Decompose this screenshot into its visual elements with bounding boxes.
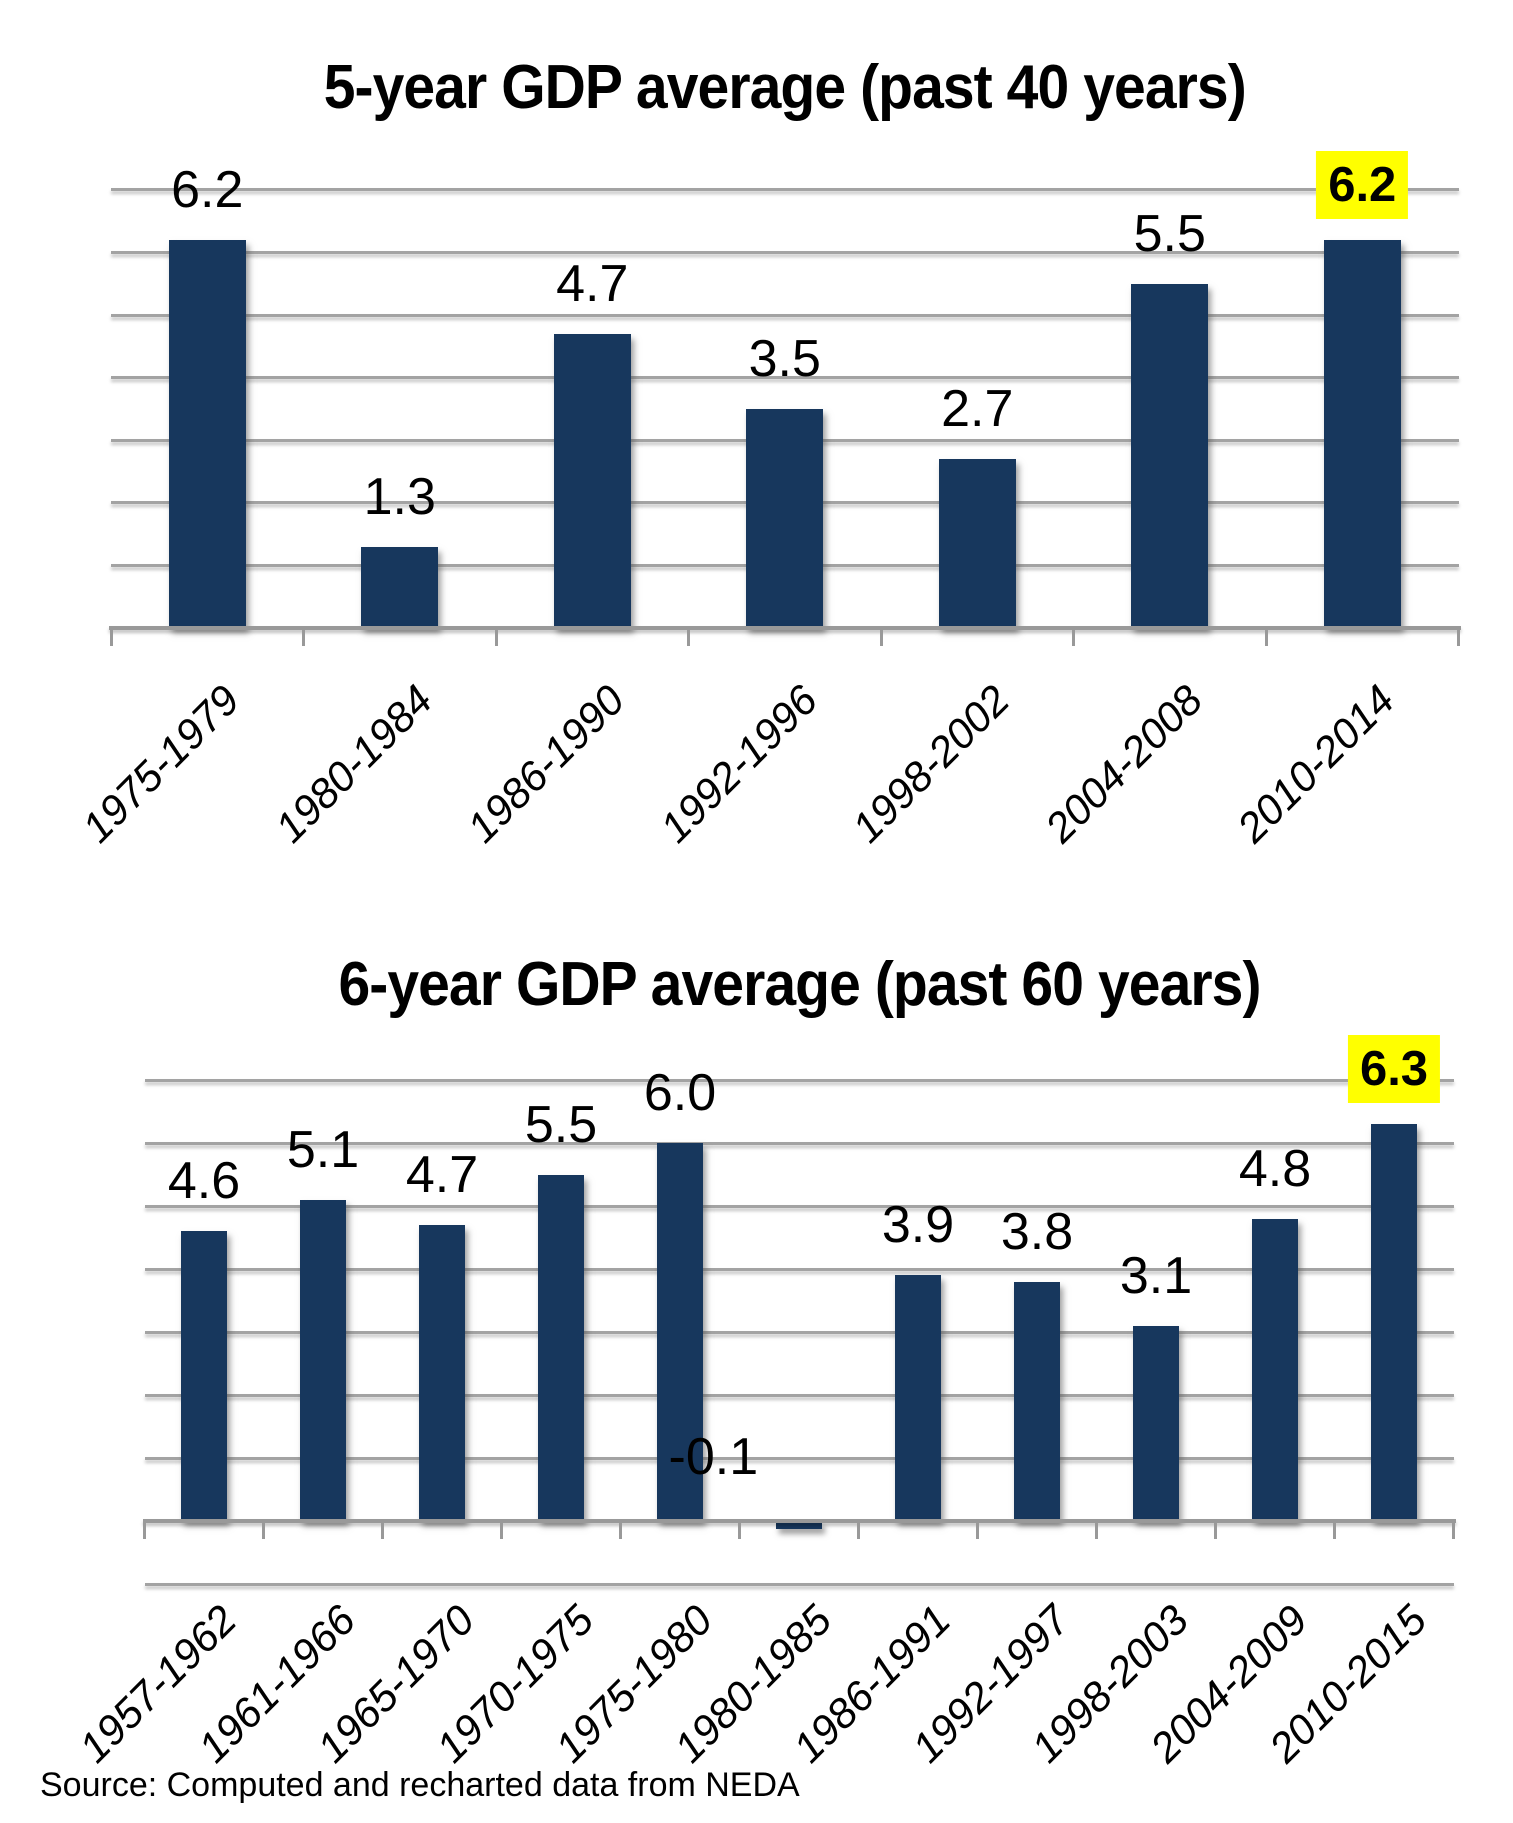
axis-tick bbox=[494, 629, 498, 646]
bar bbox=[1131, 283, 1209, 628]
bar bbox=[776, 1521, 822, 1529]
axis-tick bbox=[687, 629, 690, 646]
axis-tick bbox=[1072, 629, 1075, 646]
bar bbox=[361, 546, 439, 628]
bar bbox=[1133, 1325, 1179, 1521]
bar bbox=[553, 333, 631, 628]
chart2-title: 6-year GDP average (past 60 years) bbox=[337, 950, 1261, 1019]
axis-tick bbox=[976, 1522, 979, 1539]
x-axis-label: 2010-2014 bbox=[1228, 676, 1404, 852]
x-axis-label: 1975-1979 bbox=[73, 676, 249, 852]
bar bbox=[1252, 1218, 1298, 1521]
axis-tick bbox=[879, 629, 883, 646]
value-label: 5.5 bbox=[524, 1095, 598, 1154]
x-axis-label: 2004-2008 bbox=[1035, 676, 1211, 852]
bar bbox=[1014, 1281, 1060, 1521]
gridline bbox=[111, 250, 1459, 254]
axis-tick bbox=[1264, 629, 1268, 646]
gridline bbox=[111, 313, 1459, 317]
value-label: 4.6 bbox=[167, 1152, 241, 1211]
axis-line bbox=[142, 1519, 1456, 1523]
gridline bbox=[111, 188, 1459, 192]
axis-tick bbox=[738, 1522, 741, 1539]
axis-tick bbox=[500, 1522, 503, 1539]
bar bbox=[746, 408, 824, 628]
bar bbox=[938, 458, 1016, 628]
value-label-highlighted: 6.2 bbox=[1316, 150, 1409, 219]
gridline bbox=[111, 376, 1459, 380]
bar bbox=[300, 1199, 346, 1521]
value-label: 5.1 bbox=[286, 1120, 360, 1179]
chart1-title: 5-year GDP average (past 40 years) bbox=[323, 53, 1247, 122]
axis-tick bbox=[262, 1522, 265, 1539]
bar bbox=[657, 1143, 703, 1521]
gridline bbox=[144, 1582, 1454, 1586]
gridline bbox=[144, 1141, 1454, 1145]
bar bbox=[538, 1174, 584, 1521]
gridline bbox=[144, 1078, 1454, 1082]
axis-tick bbox=[1095, 1522, 1098, 1539]
value-label: 4.8 bbox=[1238, 1139, 1312, 1198]
bar bbox=[1323, 239, 1401, 628]
value-label: 6.0 bbox=[643, 1064, 717, 1122]
axis-tick bbox=[109, 629, 113, 646]
gridline bbox=[144, 1267, 1454, 1271]
value-label: 3.8 bbox=[1000, 1202, 1074, 1261]
value-label: 4.7 bbox=[556, 254, 629, 313]
gridline bbox=[144, 1204, 1454, 1208]
value-label: 3.5 bbox=[748, 329, 821, 388]
axis-tick bbox=[1214, 1522, 1217, 1539]
x-axis-label: 1992-1996 bbox=[650, 676, 826, 852]
axis-tick bbox=[1333, 1522, 1336, 1539]
axis-tick bbox=[302, 629, 305, 646]
bar bbox=[168, 239, 246, 628]
axis-tick bbox=[1457, 629, 1460, 646]
gridline bbox=[144, 1456, 1454, 1460]
source-note: Source: Computed and recharted data from… bbox=[40, 1766, 800, 1804]
bar bbox=[895, 1275, 941, 1521]
bar bbox=[1371, 1124, 1417, 1521]
value-label: 3.1 bbox=[1119, 1246, 1193, 1305]
axis-line bbox=[109, 626, 1461, 630]
value-label: -0.1 bbox=[668, 1428, 759, 1486]
value-label: 4.7 bbox=[405, 1145, 479, 1204]
bar bbox=[419, 1224, 465, 1521]
bar bbox=[181, 1231, 227, 1521]
value-label: 5.5 bbox=[1133, 204, 1206, 263]
axis-tick bbox=[857, 1522, 860, 1539]
x-axis-label: 1986-1990 bbox=[458, 676, 634, 852]
value-label: 3.9 bbox=[881, 1196, 955, 1255]
value-label-highlighted: 6.3 bbox=[1347, 1035, 1441, 1104]
gridline bbox=[144, 1330, 1454, 1334]
axis-tick bbox=[619, 1522, 622, 1539]
axis-tick bbox=[1452, 1522, 1455, 1539]
value-label: 1.3 bbox=[363, 467, 436, 526]
value-label: 6.2 bbox=[171, 160, 244, 219]
value-label: 2.7 bbox=[941, 379, 1014, 438]
axis-tick bbox=[143, 1522, 146, 1539]
axis-tick bbox=[381, 1522, 384, 1539]
gridline bbox=[144, 1393, 1454, 1397]
x-axis-label: 1980-1984 bbox=[265, 676, 441, 852]
x-axis-label: 1998-2002 bbox=[843, 676, 1019, 852]
